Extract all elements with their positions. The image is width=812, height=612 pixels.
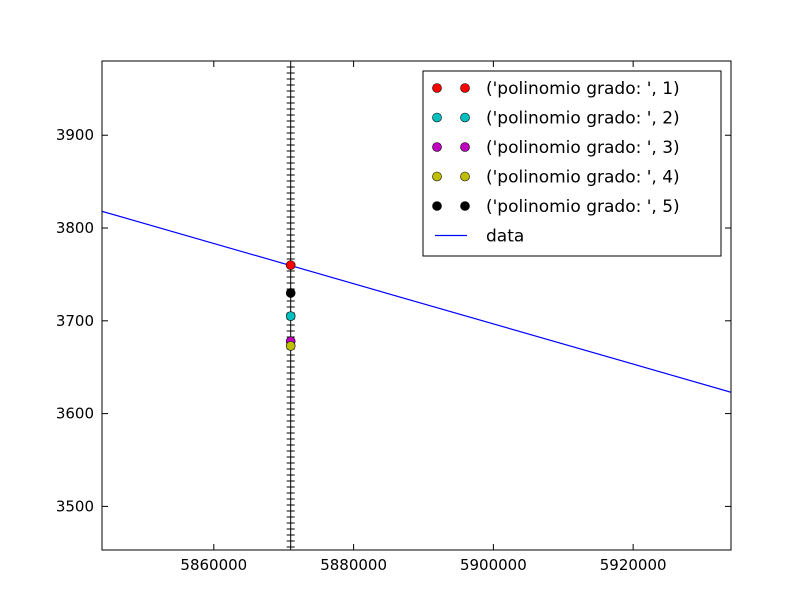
legend-label-3: ('polinomio grado: ', 4)	[486, 168, 680, 188]
legend-marker-b-4	[460, 201, 470, 211]
legend-marker-b-1	[460, 112, 470, 123]
legend-marker-b-3	[460, 171, 470, 182]
legend-label-0: ('polinomio grado: ', 1)	[486, 79, 680, 99]
axes: 5860000 5880000 5900000 5920000 3500 3600 3700…	[56, 61, 731, 574]
legend-marker-b-0	[460, 83, 470, 93]
legend-label-4: ('polinomio grado: ', 5)	[486, 197, 680, 217]
data-point-3-0	[285, 341, 296, 351]
legend-label-5: data	[486, 227, 524, 247]
legend-box	[422, 70, 722, 257]
x-tick-label-3: 5920000	[600, 556, 667, 574]
legend-marker-a-4	[432, 201, 442, 211]
y-tick-label-3: 3800	[56, 219, 94, 237]
series-line-5	[102, 210, 731, 393]
data-point-0-0	[285, 260, 296, 270]
legend-label-1: ('polinomio grado: ', 2)	[486, 109, 680, 129]
x-tick-label-1: 5880000	[320, 556, 387, 574]
data-point-4-0	[285, 288, 296, 298]
y-tick-label-1: 3600	[56, 405, 94, 423]
legend-label-2: ('polinomio grado: ', 3)	[486, 138, 680, 158]
legend-marker-a-1	[432, 112, 442, 123]
y-tick-label-4: 3900	[56, 126, 94, 144]
plot-area	[102, 61, 731, 550]
legend-marker-b-2	[460, 142, 470, 152]
plot-frame	[101, 60, 732, 551]
x-tick-label-2: 5900000	[460, 556, 527, 574]
legend-marker-a-0	[432, 83, 442, 93]
legend-marker-a-3	[432, 171, 442, 182]
y-tick-label-0: 3500	[56, 497, 94, 515]
y-tick-label-2: 3700	[56, 312, 94, 330]
data-point-1-0	[285, 311, 296, 321]
x-tick-label-0: 5860000	[180, 556, 247, 574]
legend: ('polinomio grado: ', 1) ('polinomio grad…	[422, 70, 722, 257]
legend-marker-a-2	[432, 142, 442, 152]
